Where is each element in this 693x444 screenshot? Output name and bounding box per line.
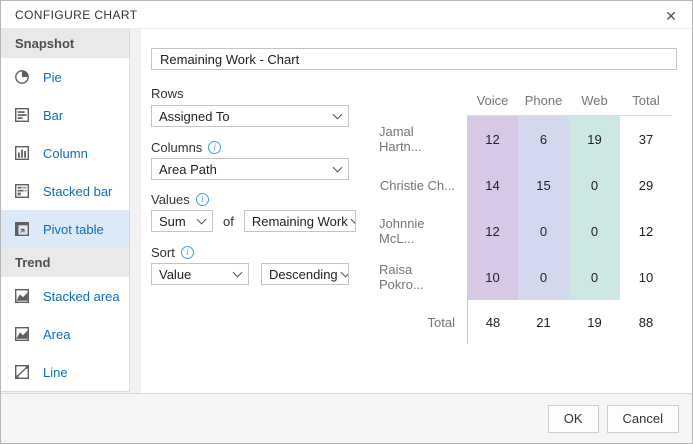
pivot-total-label: Total	[427, 314, 455, 330]
section-header-trend: Trend	[1, 248, 129, 277]
pivot-total-cell: 21	[536, 314, 551, 330]
pivot-header-row: Voice Phone Web Total	[379, 85, 672, 116]
bar-chart-icon	[14, 107, 30, 123]
pivot-row-label: Jamal Hartn...	[379, 124, 422, 154]
line-chart-icon	[14, 364, 30, 380]
sidebar-item-label: Bar	[43, 107, 64, 123]
aggregation-select[interactable]: Sum	[151, 210, 213, 232]
pivot-preview: Voice Phone Web Total Jamal Hartn... 12 …	[379, 85, 672, 344]
pivot-total-cell: 88	[638, 314, 654, 330]
pivot-cell: 12	[467, 208, 518, 254]
sort-direction-select[interactable]: Descending	[261, 263, 349, 285]
close-icon[interactable]: ✕	[665, 7, 677, 24]
pivot-cell: 37	[638, 131, 654, 147]
sidebar-item-stacked-area[interactable]: Stacked area	[1, 277, 129, 315]
pivot-cell: 14	[467, 162, 518, 208]
sidebar-item-area[interactable]: Area	[1, 315, 129, 353]
chevron-down-icon	[332, 162, 343, 173]
field-select[interactable]: Remaining Work	[243, 210, 356, 232]
sidebar-item-line[interactable]: Line	[1, 353, 129, 391]
pie-icon	[14, 69, 30, 85]
chevron-down-icon	[196, 214, 207, 225]
pivot-total-cell: 19	[587, 314, 602, 330]
pivot-cell: 12	[638, 223, 654, 239]
area-chart-icon	[14, 326, 30, 342]
stacked-bar-chart-icon	[14, 183, 30, 199]
chart-type-sidebar: Snapshot Pie Bar	[1, 29, 141, 395]
sidebar-item-stacked-bar[interactable]: Stacked bar	[1, 172, 129, 210]
sidebar-item-label: Line	[43, 364, 68, 380]
dialog-titlebar: CONFIGURE CHART ✕	[1, 1, 692, 29]
values-label: Values i	[151, 192, 209, 207]
pivot-row: Christie Ch... 14 15 0 29	[379, 162, 672, 208]
ok-button[interactable]: OK	[547, 404, 599, 433]
pivot-cell: 0	[569, 162, 620, 208]
sidebar-item-label: Pivot table	[43, 221, 104, 237]
cancel-button[interactable]: Cancel	[606, 404, 679, 433]
sidebar-item-label: Column	[43, 145, 88, 161]
pivot-total-cell: 48	[467, 300, 518, 344]
columns-select[interactable]: Area Path	[151, 158, 349, 180]
chevron-down-icon	[350, 214, 355, 225]
pivot-column-header: Total	[620, 85, 672, 116]
section-header-snapshot: Snapshot	[1, 29, 129, 58]
pivot-cell: 0	[518, 208, 569, 254]
columns-label: Columns i	[151, 140, 222, 155]
pivot-row-label: Raisa Pokro...	[379, 262, 424, 292]
sort-by-select[interactable]: Value	[151, 263, 249, 285]
pivot-cell: 6	[518, 116, 569, 162]
dialog-title: CONFIGURE CHART	[15, 7, 138, 22]
of-label: of	[223, 213, 234, 229]
pivot-cell: 0	[569, 208, 620, 254]
pivot-row: Raisa Pokro... 10 0 0 10	[379, 254, 672, 300]
pivot-cell: 15	[518, 162, 569, 208]
sidebar-item-pivot-table[interactable]: Pivot table	[1, 210, 129, 248]
rows-label: Rows	[151, 86, 184, 101]
info-icon[interactable]: i	[195, 193, 209, 206]
sort-label: Sort i	[151, 245, 194, 260]
pivot-column-header: Voice	[467, 85, 518, 116]
sidebar-item-label: Area	[43, 326, 71, 342]
pivot-cell: 0	[518, 254, 569, 300]
info-icon[interactable]: i	[208, 141, 222, 154]
pivot-column-header: Phone	[518, 85, 569, 116]
pivot-cell: 29	[638, 177, 654, 193]
pivot-row: Jamal Hartn... 12 6 19 37	[379, 116, 672, 162]
rows-select[interactable]: Assigned To	[151, 105, 349, 127]
dialog-footer: OK Cancel	[1, 393, 692, 443]
pivot-row: Johnnie McL... 12 0 0 12	[379, 208, 672, 254]
chevron-down-icon	[232, 267, 243, 278]
info-icon[interactable]: i	[180, 246, 194, 259]
sidebar-item-label: Pie	[43, 69, 62, 85]
pivot-cell: 19	[569, 116, 620, 162]
pivot-cell: 12	[467, 116, 518, 162]
chevron-down-icon	[332, 109, 343, 120]
sidebar-item-pie[interactable]: Pie	[1, 58, 129, 96]
sidebar-item-label: Stacked bar	[43, 183, 113, 199]
pivot-cell: 10	[638, 269, 654, 285]
pivot-cell: 0	[569, 254, 620, 300]
pivot-table-icon	[14, 221, 30, 237]
pivot-cell: 10	[467, 254, 518, 300]
sidebar-item-label: Stacked area	[43, 288, 120, 304]
chart-name-input[interactable]	[151, 48, 677, 70]
sidebar-item-bar[interactable]: Bar	[1, 96, 129, 134]
pivot-row-label: Johnnie McL...	[379, 216, 425, 246]
pivot-total-row: Total 48 21 19 88	[379, 300, 672, 344]
stacked-area-chart-icon	[14, 288, 30, 304]
pivot-column-header: Web	[569, 85, 620, 116]
column-chart-icon	[14, 145, 30, 161]
pivot-row-label: Christie Ch...	[379, 177, 455, 193]
sidebar-item-column[interactable]: Column	[1, 134, 129, 172]
chevron-down-icon	[340, 267, 348, 278]
